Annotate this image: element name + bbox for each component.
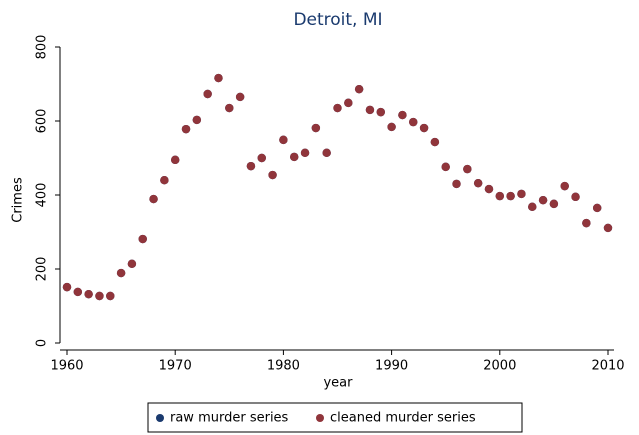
point	[398, 110, 407, 120]
y-tick-label: 600	[35, 109, 50, 134]
point	[549, 199, 559, 209]
point	[311, 123, 321, 133]
point	[160, 176, 169, 185]
point	[354, 84, 364, 94]
point	[73, 287, 83, 297]
y-axis-label: Crimes	[11, 177, 26, 223]
point	[127, 259, 137, 269]
point	[528, 202, 537, 212]
point	[246, 161, 256, 171]
point	[430, 137, 440, 147]
point	[582, 218, 591, 228]
point	[235, 92, 245, 102]
x-tick-label: 1970	[159, 359, 192, 374]
point	[333, 103, 342, 113]
point	[495, 191, 504, 201]
legend	[147, 402, 523, 433]
point	[268, 170, 277, 180]
point	[603, 223, 613, 233]
point	[322, 148, 331, 158]
y-tick-label: 400	[35, 183, 50, 208]
point	[560, 181, 569, 191]
point	[300, 148, 310, 158]
point	[62, 282, 72, 292]
point	[473, 178, 483, 188]
point	[192, 115, 202, 125]
point	[452, 179, 461, 189]
point	[592, 203, 602, 213]
legend-label: cleaned murder series	[330, 411, 476, 426]
point	[95, 291, 104, 301]
point	[290, 152, 299, 162]
point	[463, 164, 472, 174]
point	[181, 124, 191, 134]
y-tick-label: 200	[35, 257, 50, 282]
chart-title: Detroit, MI	[293, 10, 382, 30]
y-tick-label: 0	[35, 339, 50, 347]
point	[484, 184, 494, 194]
legend-label: raw murder series	[170, 411, 289, 426]
point	[171, 155, 180, 165]
point	[116, 268, 126, 278]
point	[365, 105, 375, 115]
point	[538, 195, 548, 205]
point	[138, 234, 147, 244]
point	[149, 194, 158, 204]
x-tick-label: 1980	[267, 359, 300, 374]
legend-marker	[156, 414, 164, 422]
point	[409, 117, 418, 127]
point	[387, 122, 396, 132]
point	[225, 103, 234, 113]
legend-marker	[316, 414, 324, 422]
point	[84, 289, 93, 299]
point	[344, 98, 353, 108]
point	[506, 191, 515, 201]
x-tick-label: 2010	[591, 359, 624, 374]
point	[279, 135, 288, 145]
point	[517, 189, 526, 199]
point	[441, 162, 450, 172]
point	[203, 89, 212, 99]
point	[257, 153, 266, 163]
point	[106, 291, 115, 301]
point	[214, 73, 223, 83]
y-tick-label: 800	[35, 35, 50, 60]
x-tick-label: 1960	[50, 359, 83, 374]
x-tick-label: 2000	[483, 359, 516, 374]
point	[376, 107, 385, 117]
x-axis-label: year	[323, 376, 353, 391]
point	[571, 192, 580, 202]
x-tick-label: 1990	[375, 359, 408, 374]
point	[419, 123, 429, 133]
